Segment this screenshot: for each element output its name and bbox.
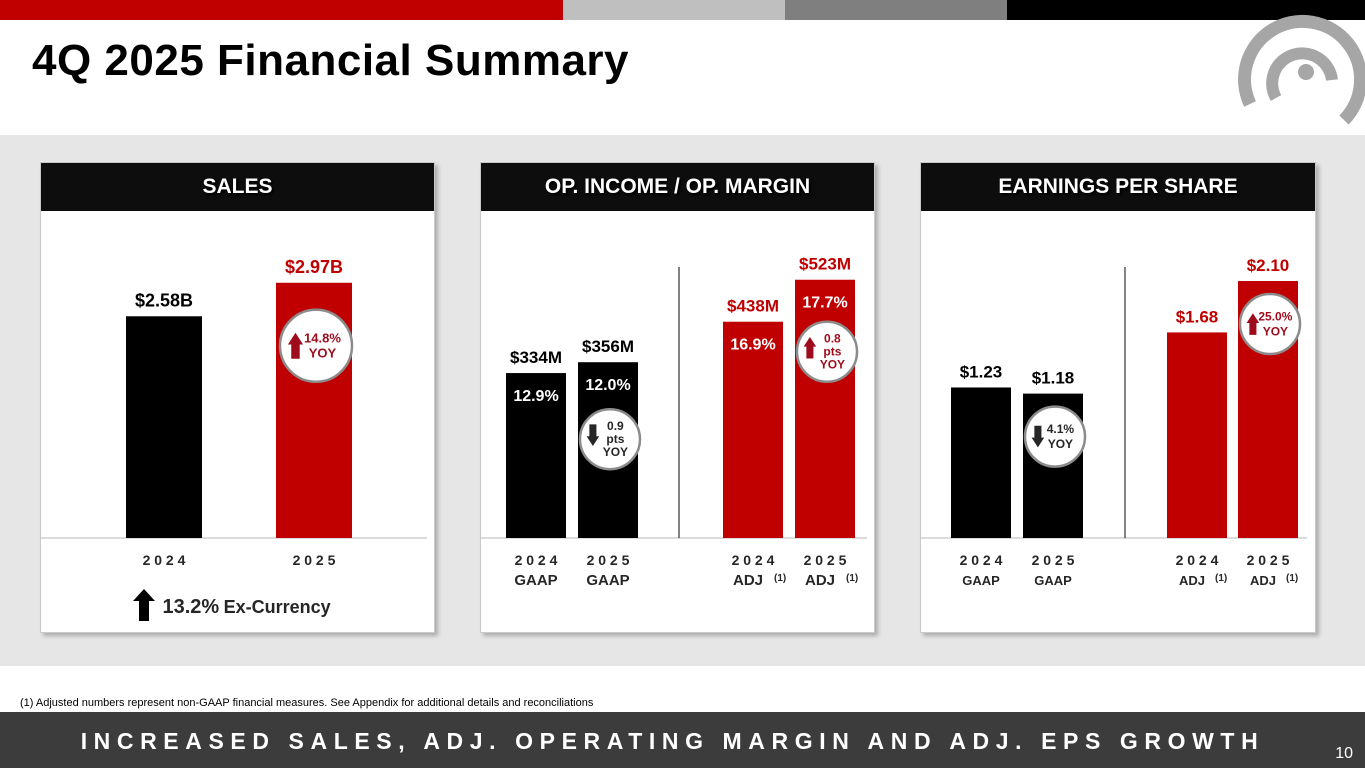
op-income-sublabel: GAAP xyxy=(514,572,557,589)
op-income-margin-label: 17.7% xyxy=(802,295,847,312)
eps-sublabel: GAAP xyxy=(962,573,1000,588)
sales-yoy-badge-up-arrow-icon xyxy=(287,332,304,359)
ex-currency-note: 13.2% Ex-Currency xyxy=(133,589,331,621)
eps-yoy-badge-text: 4.1% xyxy=(1047,422,1075,436)
ex-currency-up-arrow-icon xyxy=(133,589,155,621)
op-income-superscript: (1) xyxy=(774,573,786,584)
op-income-value-label: $334M xyxy=(510,348,562,367)
company-logo-icon xyxy=(1238,15,1365,125)
top-bar-red xyxy=(0,0,563,20)
eps-value-label: $1.23 xyxy=(960,362,1003,381)
eps-category-label: 2 0 2 4 xyxy=(960,552,1003,568)
ex-currency-value: 13.2% xyxy=(162,596,220,618)
eps-superscript: (1) xyxy=(1215,573,1227,584)
eps-value-label: $1.68 xyxy=(1176,307,1219,326)
sales-value-label: $2.58B xyxy=(135,290,193,310)
op-income-sublabel: GAAP xyxy=(586,572,629,589)
eps-panel: EARNINGS PER SHARE $1.23 2 0 2 4 GAAP $1.18… xyxy=(920,162,1316,633)
op-income-yoy-badge-down-arrow-icon xyxy=(586,424,600,447)
op-income-superscript: (1) xyxy=(846,573,858,584)
op-income-value-label: $438M xyxy=(727,297,779,316)
op-income-bar xyxy=(723,321,783,538)
eps-yoy-badge-text: YOY xyxy=(1263,325,1288,339)
sales-value-label: $2.97B xyxy=(285,257,343,277)
eps-yoy-badge-down-arrow-icon xyxy=(1031,425,1045,448)
eps-superscript: (1) xyxy=(1286,573,1298,584)
ex-currency-label: Ex-Currency xyxy=(223,597,331,617)
sales-panel-header: SALES xyxy=(41,163,434,211)
op-income-margin-label: 16.9% xyxy=(730,337,775,354)
eps-sublabel: GAAP xyxy=(1034,573,1072,588)
op-income-margin-label: 12.9% xyxy=(513,388,558,405)
op-income-category-label: 2 0 2 4 xyxy=(732,552,775,568)
tagline: INCREASED SALES, ADJ. OPERATING MARGIN A… xyxy=(80,728,1265,754)
op-income-sublabel: ADJ xyxy=(733,572,763,589)
eps-chart: $1.23 2 0 2 4 GAAP $1.18 2 0 2 5 GAAP $1.68 2 0… xyxy=(921,256,1307,588)
top-bar-black xyxy=(1007,0,1365,20)
op-income-yoy-badge-text: pts xyxy=(606,432,624,446)
eps-sublabel: ADJ xyxy=(1250,573,1276,588)
eps-panel-header: EARNINGS PER SHARE xyxy=(921,163,1315,211)
eps-category-label: 2 0 2 5 xyxy=(1247,552,1290,568)
sales-category-label: 2 0 2 4 xyxy=(143,552,186,568)
eps-bar xyxy=(951,387,1011,538)
top-bar-dark-gray xyxy=(785,0,1007,20)
sales-yoy-badge-text: 14.8% xyxy=(304,330,341,345)
op-income-chart: $334M 12.9% 2 0 2 4 GAAP $356M 12.0% 2 0 2 5 GA… xyxy=(481,255,867,589)
op-income-category-label: 2 0 2 5 xyxy=(587,552,630,568)
op-income-sublabel: ADJ xyxy=(805,572,835,589)
eps-value-label: $2.10 xyxy=(1247,256,1290,275)
sales-category-label: 2 0 2 5 xyxy=(293,552,336,568)
page-title: 4Q 2025 Financial Summary xyxy=(32,36,630,85)
op-income-yoy-badge-text: pts xyxy=(823,345,841,359)
op-income-yoy-badge-circle xyxy=(578,407,642,471)
eps-sublabel: ADJ xyxy=(1179,573,1205,588)
eps-yoy-badge-circle xyxy=(1023,405,1087,468)
op-income-bar xyxy=(506,373,566,538)
op-income-yoy-badge-circle xyxy=(795,320,859,383)
op-income-yoy-badge-up-arrow-icon xyxy=(803,336,817,359)
top-bar-light-gray xyxy=(563,0,785,20)
op-income-value-label: $523M xyxy=(799,255,851,274)
sales-bar xyxy=(126,316,202,538)
eps-yoy-badge-text: YOY xyxy=(1048,437,1073,451)
op-income-yoy-badge-text: 0.9 xyxy=(607,419,624,433)
footnote: (1) Adjusted numbers represent non-GAAP … xyxy=(20,697,594,709)
sales-yoy-badge-text: YOY xyxy=(309,345,337,360)
page-number: 10 xyxy=(1335,745,1353,762)
eps-value-label: $1.18 xyxy=(1032,369,1075,388)
op-income-bar xyxy=(795,279,855,538)
op-income-category-label: 2 0 2 5 xyxy=(804,552,847,568)
bottom-bar xyxy=(0,712,1365,768)
sales-panel: SALES $2.58B 2 0 2 4 $2.97B 2 0 2 5 14.8% YOY… xyxy=(40,162,435,633)
sales-chart: $2.58B 2 0 2 4 $2.97B 2 0 2 5 14.8%YOY xyxy=(41,257,427,568)
eps-yoy-badge-circle xyxy=(1238,292,1302,356)
sales-yoy-badge-circle xyxy=(278,308,354,384)
op-income-yoy-badge-text: 0.8 xyxy=(824,332,841,346)
op-income-yoy-badge-text: YOY xyxy=(820,358,845,372)
eps-bar xyxy=(1167,332,1227,538)
eps-category-label: 2 0 2 5 xyxy=(1032,552,1075,568)
eps-category-label: 2 0 2 4 xyxy=(1176,552,1219,568)
op-income-value-label: $356M xyxy=(582,337,634,356)
op-income-category-label: 2 0 2 4 xyxy=(515,552,558,568)
eps-yoy-badge-text: 25.0% xyxy=(1258,310,1292,324)
op-income-panel: OP. INCOME / OP. MARGIN $334M 12.9% 2 0 2 … xyxy=(480,162,875,633)
eps-yoy-badge-up-arrow-icon xyxy=(1246,313,1260,335)
op-income-yoy-badge-text: YOY xyxy=(603,445,628,459)
op-income-panel-header: OP. INCOME / OP. MARGIN xyxy=(481,163,874,211)
op-income-margin-label: 12.0% xyxy=(585,377,630,394)
